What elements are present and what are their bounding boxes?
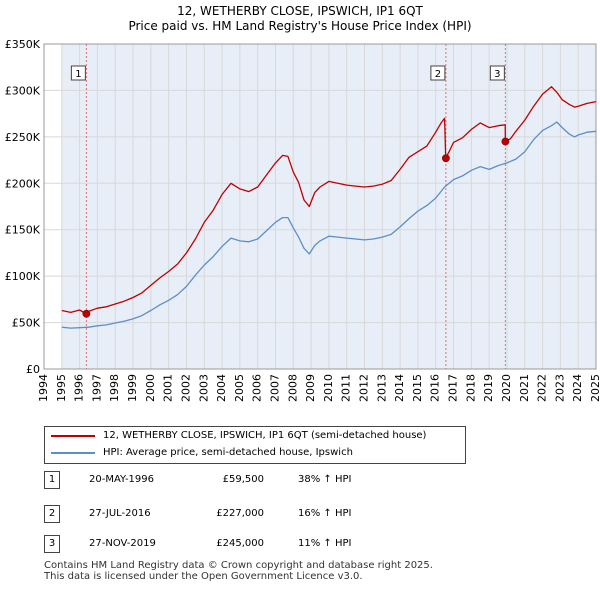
- sale-marker-label: 2: [435, 69, 441, 80]
- x-tick-label: 2010: [322, 374, 335, 402]
- y-tick-label: £50K: [12, 317, 41, 330]
- y-tick-label: £350K: [5, 38, 41, 51]
- x-tick-label: 2020: [500, 374, 513, 402]
- sale-hpi-diff: 16% ↑ HPI: [298, 508, 352, 519]
- x-tick-label: 1995: [55, 374, 68, 402]
- y-tick-label: £100K: [5, 270, 41, 283]
- y-tick-label: £300K: [5, 84, 41, 97]
- x-tick-label: 1996: [73, 374, 86, 402]
- table-row: 2 27-JUL-2016 £227,000 16% ↑ HPI: [44, 504, 464, 524]
- hpi-line: [61, 121, 597, 329]
- x-tick-label: 1997: [90, 374, 103, 402]
- y-tick-label: £250K: [5, 131, 41, 144]
- sale-point: [82, 309, 91, 318]
- y-tick-label: £0: [26, 363, 40, 376]
- y-tick-label: £150K: [5, 224, 41, 237]
- sale-number: 3: [44, 535, 60, 553]
- y-tick-label: £200K: [5, 177, 41, 190]
- footer-copyright: Contains HM Land Registry data © Crown c…: [44, 560, 433, 571]
- x-tick-label: 2000: [144, 374, 157, 402]
- plot-border: [43, 43, 597, 370]
- x-tick-label: 2008: [286, 374, 299, 402]
- x-tick-label: 2005: [233, 374, 246, 402]
- x-tick-label: 2015: [411, 374, 424, 402]
- x-tick-label: 2001: [162, 374, 175, 402]
- x-tick-label: 2017: [447, 374, 460, 402]
- sale-number: 2: [44, 505, 60, 523]
- sale-marker-box: [430, 65, 446, 81]
- footer-notice: Contains HM Land Registry data © Crown c…: [44, 560, 433, 582]
- x-tick-label: 2011: [340, 374, 353, 402]
- sale-date: 20-MAY-1996: [89, 474, 155, 485]
- x-tick-label: 2018: [464, 374, 477, 402]
- x-tick-label: 2016: [429, 374, 442, 402]
- sale-hpi-diff: 38% ↑ HPI: [298, 474, 352, 485]
- x-tick-label: 2021: [518, 374, 531, 402]
- x-tick-label: 1999: [126, 374, 139, 402]
- legend-label-hpi: HPI: Average price, semi-detached house,…: [103, 447, 353, 458]
- x-tick-label: 2024: [571, 374, 584, 402]
- sale-hpi-diff: 11% ↑ HPI: [298, 538, 352, 549]
- sale-marker-box: [70, 65, 86, 81]
- property-price-line: [61, 86, 597, 315]
- sale-number: 1: [44, 471, 60, 489]
- sale-point: [441, 154, 450, 163]
- x-tick-label: 2003: [197, 374, 210, 402]
- sale-marker-box: [489, 65, 505, 81]
- x-tick-label: 2023: [553, 374, 566, 402]
- legend-label-property: 12, WETHERBY CLOSE, IPSWICH, IP1 6QT (se…: [103, 430, 427, 441]
- footer-licence: This data is licensed under the Open Gov…: [44, 571, 363, 582]
- table-row: 3 27-NOV-2019 £245,000 11% ↑ HPI: [44, 534, 464, 554]
- x-tick-label: 2006: [251, 374, 264, 402]
- sale-price: £227,000: [216, 508, 264, 519]
- price-chart: £0 £50K £100K £150K £200K £250K £300K £350K 1994…: [5, 38, 600, 402]
- x-tick-label: 2012: [358, 374, 371, 402]
- table-row: 1 20-MAY-1996 £59,500 38% ↑ HPI: [44, 470, 464, 490]
- x-tick-label: 2019: [482, 374, 495, 402]
- sale-marker-label: 1: [75, 69, 81, 80]
- chart-subtitle: Price paid vs. HM Land Registry's House …: [128, 19, 472, 33]
- x-tick-label: 2013: [375, 374, 388, 402]
- x-tick-label: 2007: [268, 374, 281, 402]
- x-tick-label: 1994: [37, 374, 50, 402]
- chart-legend: 12, WETHERBY CLOSE, IPSWICH, IP1 6QT (se…: [44, 426, 466, 464]
- x-tick-label: 2009: [304, 374, 317, 402]
- x-tick-label: 2014: [393, 374, 406, 402]
- sale-date: 27-NOV-2019: [89, 538, 156, 549]
- chart-title: 12, WETHERBY CLOSE, IPSWICH, IP1 6QT: [177, 4, 423, 18]
- sale-marker-label: 3: [494, 69, 500, 80]
- x-tick-label: 2022: [536, 374, 549, 402]
- sale-point: [501, 137, 510, 146]
- sale-date: 27-JUL-2016: [89, 508, 151, 519]
- x-tick-label: 2004: [215, 374, 228, 402]
- legend-swatch-hpi: [51, 452, 95, 454]
- x-tick-label: 2025: [589, 374, 600, 402]
- x-tick-label: 2002: [179, 374, 192, 402]
- legend-swatch-property: [51, 435, 95, 437]
- x-tick-label: 1998: [108, 374, 121, 402]
- sale-price: £245,000: [216, 538, 264, 549]
- sale-price: £59,500: [222, 474, 264, 485]
